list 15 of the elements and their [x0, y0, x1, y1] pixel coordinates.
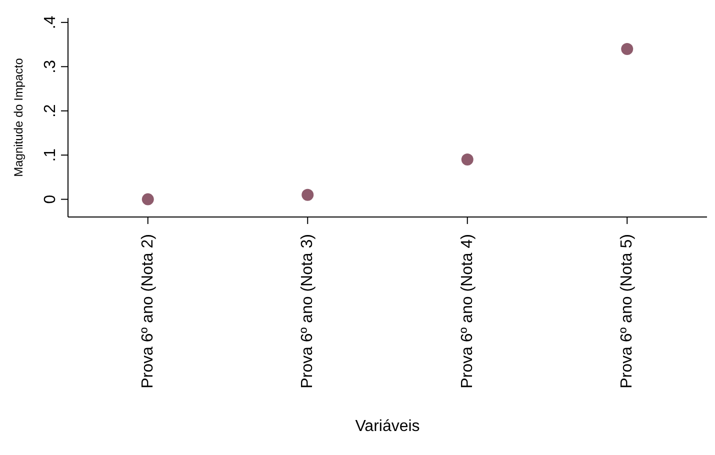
point: [621, 42, 634, 55]
point: [142, 193, 154, 206]
x-axis-title: Variáveis: [355, 418, 420, 435]
x-tick-label: Prova 6º ano (Nota 4): [458, 234, 476, 388]
y-tick-label: .2: [42, 104, 59, 118]
y-tick-label: 0: [42, 194, 59, 204]
x-tick-label: Prova 6º ano (Nota 5): [618, 234, 636, 388]
x-tick-label: Prova 6º ano (Nota 3): [299, 234, 316, 388]
point: [302, 188, 314, 201]
y-axis-title: Magnitude do Impacto: [11, 58, 26, 177]
point: [461, 154, 474, 166]
x-tick-label: Prova 6º ano (Nota 2): [139, 234, 156, 388]
y-tick-label: .4: [42, 16, 59, 30]
y-tick-label: .1: [42, 148, 59, 162]
y-tick-label: .3: [42, 60, 59, 74]
